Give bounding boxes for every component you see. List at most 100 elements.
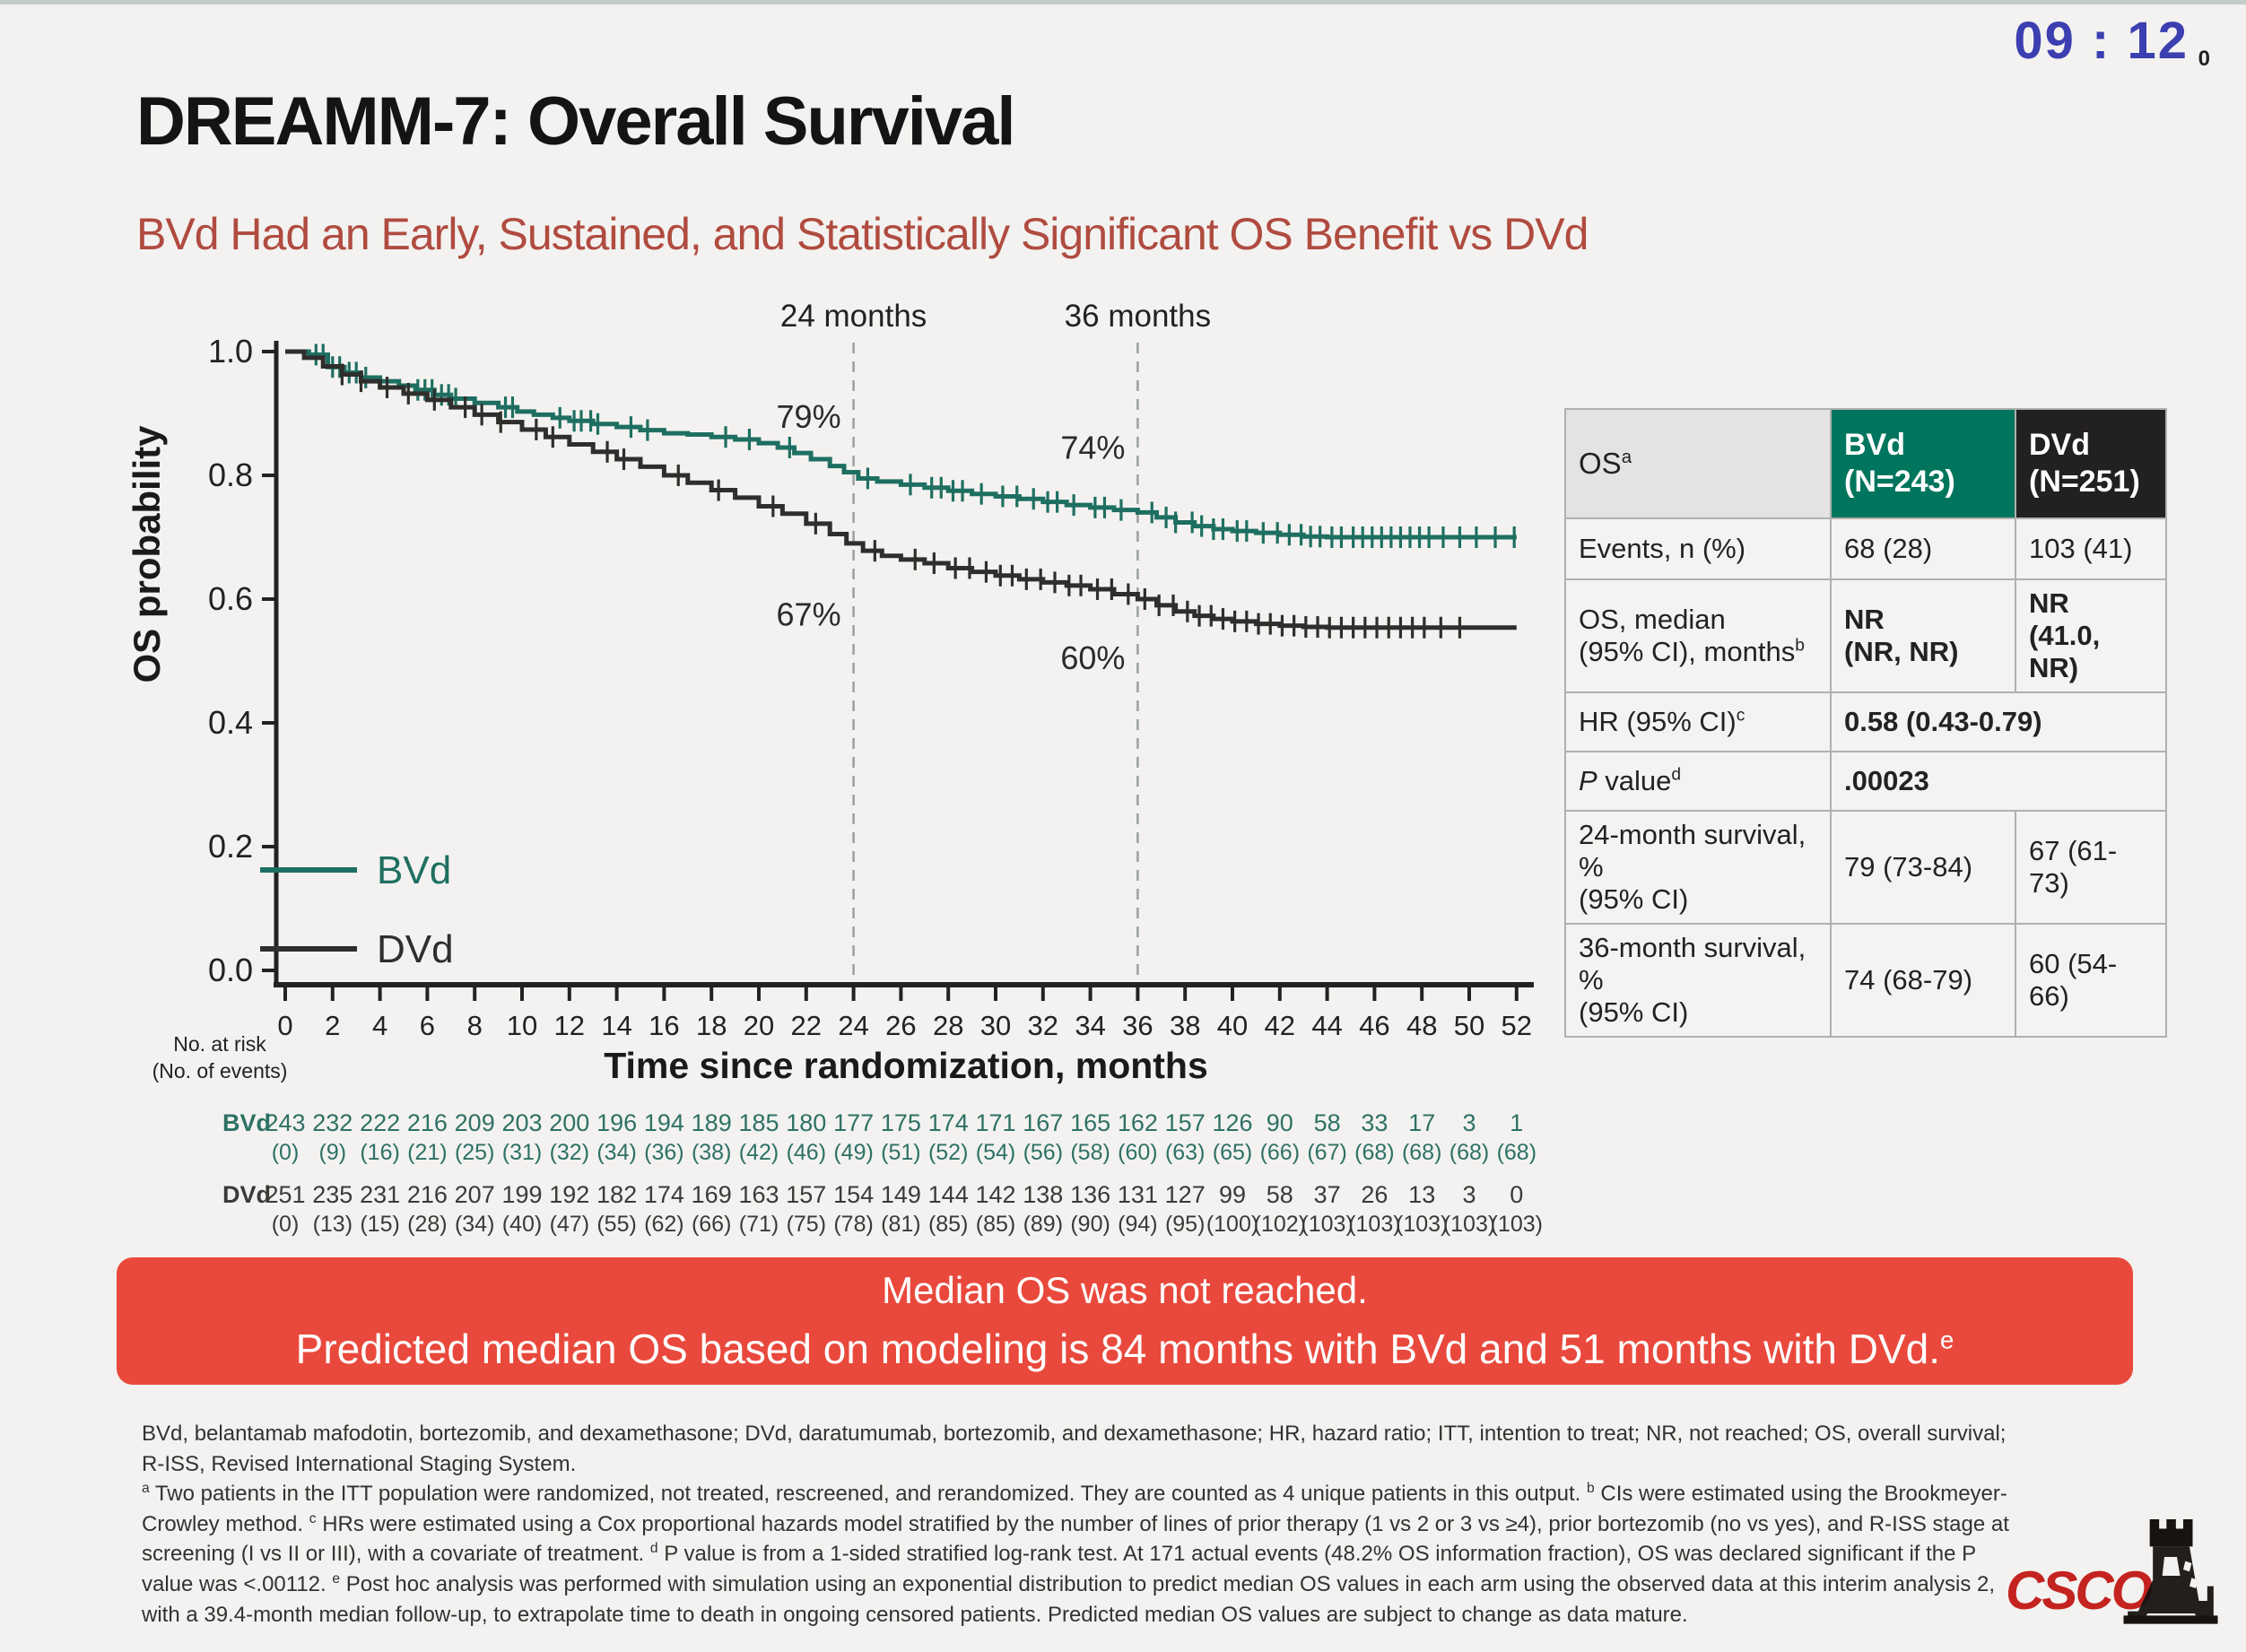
x-tick-label: 8 (467, 1010, 483, 1041)
risk-count: 251 (265, 1181, 305, 1208)
risk-count: 231 (360, 1181, 400, 1208)
risk-row-label-dvd: DVd (222, 1181, 271, 1208)
risk-events: (103) (1348, 1212, 1400, 1237)
risk-events: (58) (1070, 1140, 1110, 1165)
x-tick-label: 6 (420, 1010, 435, 1041)
x-tick-label: 30 (980, 1010, 1011, 1041)
risk-events: (103) (1396, 1212, 1448, 1237)
x-tick-label: 22 (791, 1010, 822, 1041)
risk-events: (100) (1206, 1212, 1258, 1237)
risk-count: 99 (1219, 1181, 1246, 1208)
x-tick-label: 4 (372, 1010, 387, 1041)
footnote-sup: c (309, 1510, 317, 1526)
risk-count: 222 (360, 1109, 400, 1136)
y-tick-label: 0.0 (208, 952, 253, 988)
y-tick-label: 0.4 (208, 704, 253, 741)
x-tick-label: 2 (325, 1010, 340, 1041)
risk-count: 26 (1361, 1181, 1388, 1208)
x-tick-label: 44 (1311, 1010, 1342, 1041)
risk-events: (75) (787, 1212, 826, 1237)
page-title: DREAMM-7: Overall Survival (136, 83, 1016, 160)
risk-events: (52) (928, 1140, 968, 1165)
csco-logo: CSCO (2006, 1500, 2230, 1643)
risk-count: 3 (1462, 1109, 1476, 1136)
risk-count: 169 (692, 1181, 732, 1208)
survival-36-label: 36-month survival, % (95% CI) (1564, 923, 1832, 1038)
risk-count: 90 (1267, 1109, 1293, 1136)
x-tick-label: 26 (885, 1010, 916, 1041)
risk-count: 33 (1361, 1109, 1388, 1136)
x-tick-label: 50 (1454, 1010, 1484, 1041)
risk-count: 162 (1118, 1109, 1158, 1136)
csco-logo-text: CSCO (2006, 1561, 2153, 1621)
km-chart-region: 24 months 79% 67% 36 months 74% 60% 0.0 0.2 0.4 0… (117, 296, 1561, 1256)
hr-value: 0.58 (0.43-0.79) (1830, 691, 2167, 752)
x-tick-label: 20 (744, 1010, 774, 1041)
table-row: 36-month survival, % (95% CI) 74 (68-79) … (1564, 923, 2167, 1038)
risk-count: 174 (644, 1181, 684, 1208)
risk-count: 192 (549, 1181, 589, 1208)
risk-count: 0 (1510, 1181, 1523, 1208)
x-tick-label: 38 (1170, 1010, 1200, 1041)
risk-count: 3 (1462, 1181, 1476, 1208)
y-tick-label: 0.8 (208, 456, 253, 493)
timer-suffix: 0 (2198, 47, 2210, 71)
risk-count: 138 (1023, 1181, 1063, 1208)
risk-events: (15) (360, 1212, 399, 1237)
presentation-timer: 09 : 12 (2014, 12, 2189, 70)
survival-24-dvd-value: 67 (61-73) (2015, 810, 2167, 925)
risk-count: 157 (786, 1181, 826, 1208)
bvd-milestone-pct: 79% (777, 398, 841, 435)
risk-count: 13 (1408, 1181, 1435, 1208)
risk-events: (42) (739, 1140, 779, 1165)
x-tick-label: 40 (1217, 1010, 1248, 1041)
table-row: P valued .00023 (1564, 751, 2167, 812)
risk-events: (60) (1118, 1140, 1157, 1165)
risk-count: 194 (644, 1109, 684, 1136)
risk-count: 203 (501, 1109, 542, 1136)
footnote-sup: a (142, 1481, 150, 1497)
results-header-row: OSa BVd (N=243) DVd (N=251) (1564, 408, 2167, 519)
risk-count: 209 (455, 1109, 495, 1136)
survival-36-dvd-value: 60 (54-66) (2015, 923, 2167, 1038)
risk-count: 216 (407, 1109, 448, 1136)
footnote-sup: e (332, 1570, 341, 1587)
x-axis-label: Time since randomization, months (604, 1045, 1208, 1086)
results-bvd-header: BVd (N=243) (1830, 408, 2016, 519)
risk-events: (38) (692, 1140, 731, 1165)
risk-events: (85) (928, 1212, 968, 1237)
risk-count: 182 (596, 1181, 637, 1208)
risk-events: (90) (1070, 1212, 1110, 1237)
survival-36-bvd-value: 74 (68-79) (1830, 923, 2016, 1038)
risk-events: (0) (272, 1212, 300, 1237)
risk-events: (66) (692, 1212, 731, 1237)
risk-events: (32) (550, 1140, 589, 1165)
risk-events: (62) (644, 1212, 683, 1237)
risk-events: (21) (407, 1140, 447, 1165)
risk-count: 144 (928, 1181, 969, 1208)
risk-count: 243 (265, 1109, 305, 1136)
risk-count: 174 (928, 1109, 969, 1136)
milestone-label: 24 months (780, 299, 927, 334)
x-tick-label: 34 (1075, 1010, 1105, 1041)
page-subtitle: BVd Had an Early, Sustained, and Statist… (136, 209, 1589, 259)
risk-count: 180 (786, 1109, 826, 1136)
milestone-label: 36 months (1065, 299, 1211, 334)
risk-events: (47) (550, 1212, 589, 1237)
risk-row-label-bvd: BVd (222, 1109, 271, 1136)
x-tick-label: 42 (1265, 1010, 1295, 1041)
risk-count: 171 (975, 1109, 1015, 1136)
risk-count: 189 (692, 1109, 732, 1136)
x-tick-label: 12 (554, 1010, 585, 1041)
risk-events: (103) (1491, 1212, 1543, 1237)
risk-count: 163 (738, 1181, 779, 1208)
risk-count: 142 (975, 1181, 1015, 1208)
risk-count: 177 (833, 1109, 874, 1136)
table-row: 24-month survival, % (95% CI) 79 (73-84) … (1564, 810, 2167, 925)
dvd-milestone-pct: 67% (777, 596, 841, 633)
risk-events: (67) (1307, 1140, 1346, 1165)
risk-events: (65) (1213, 1140, 1252, 1165)
risk-events: (28) (407, 1212, 447, 1237)
y-tick-label: 1.0 (208, 333, 253, 370)
